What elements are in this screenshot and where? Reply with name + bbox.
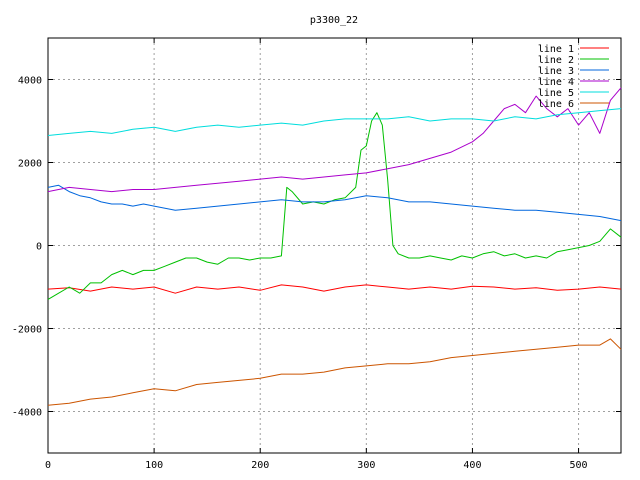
- y-tick-label: 2000: [18, 159, 42, 170]
- y-tick-label: 4000: [18, 76, 42, 87]
- series-line-5: [47, 108, 622, 136]
- series-lines: [47, 87, 622, 406]
- x-tick-label: 500: [570, 460, 588, 471]
- legend-label: line 5: [538, 88, 574, 99]
- x-tick-label: 0: [45, 460, 51, 471]
- chart-title: p3300_22: [310, 15, 358, 26]
- y-tick-label: -4000: [12, 408, 42, 419]
- x-tick-label: 100: [145, 460, 163, 471]
- legend-label: line 4: [538, 77, 574, 88]
- legend-label: line 1: [538, 44, 574, 55]
- x-tick-label: 200: [251, 460, 269, 471]
- legend-label: line 2: [538, 55, 574, 66]
- y-tick-label: -2000: [12, 325, 42, 336]
- axis-ticks: 0 100 200 300 400 500 -4000 -2000 0 2000 4000: [12, 38, 621, 471]
- series-line-3: [47, 184, 622, 222]
- x-tick-label: 400: [463, 460, 481, 471]
- series-line-1: [47, 284, 622, 294]
- legend-label: line 3: [538, 66, 574, 77]
- series-line-6: [47, 338, 622, 406]
- series-line-2: [47, 112, 622, 300]
- y-tick-label: 0: [36, 242, 42, 253]
- x-tick-label: 300: [357, 460, 375, 471]
- legend-label: line 6: [538, 99, 574, 110]
- grid: [48, 38, 621, 453]
